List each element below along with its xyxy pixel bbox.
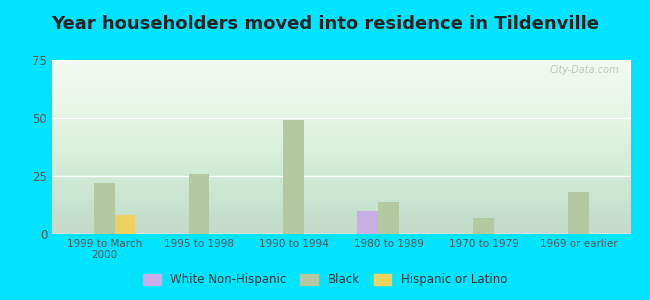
- Bar: [283, 120, 304, 234]
- Bar: [568, 192, 589, 234]
- Text: City-Data.com: City-Data.com: [549, 65, 619, 75]
- Bar: [94, 183, 114, 234]
- Bar: [473, 218, 494, 234]
- Bar: [114, 215, 135, 234]
- Legend: White Non-Hispanic, Black, Hispanic or Latino: White Non-Hispanic, Black, Hispanic or L…: [138, 269, 512, 291]
- Bar: [358, 211, 378, 234]
- Bar: [378, 202, 399, 234]
- Bar: [188, 174, 209, 234]
- Text: Year householders moved into residence in Tildenville: Year householders moved into residence i…: [51, 15, 599, 33]
